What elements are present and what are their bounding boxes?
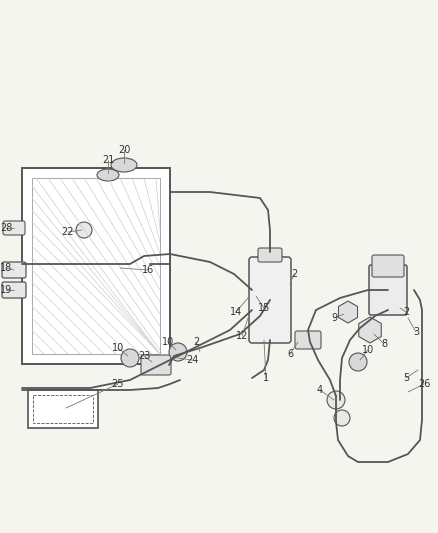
Text: 28: 28 [0, 223, 12, 233]
Circle shape [76, 222, 92, 238]
Text: 21: 21 [102, 155, 114, 165]
Text: 24: 24 [186, 355, 198, 365]
FancyBboxPatch shape [369, 265, 407, 315]
Text: 4: 4 [317, 385, 323, 395]
Bar [33, 395, 93, 423]
Text: 3: 3 [413, 327, 419, 337]
Text: 10: 10 [162, 337, 174, 347]
Text: 8: 8 [381, 339, 387, 349]
Polygon shape [359, 317, 381, 343]
Text: 9: 9 [331, 313, 337, 323]
Text: 2: 2 [291, 269, 297, 279]
Text: 19: 19 [0, 285, 12, 295]
Bar [28, 390, 98, 428]
Text: 2: 2 [403, 307, 409, 317]
FancyBboxPatch shape [141, 355, 171, 375]
FancyBboxPatch shape [2, 282, 26, 298]
Text: 2: 2 [193, 337, 199, 347]
FancyBboxPatch shape [2, 262, 26, 278]
Text: 15: 15 [258, 303, 270, 313]
FancyBboxPatch shape [295, 331, 321, 349]
Text: 14: 14 [230, 307, 242, 317]
FancyBboxPatch shape [372, 255, 404, 277]
Text: 6: 6 [287, 349, 293, 359]
Text: 20: 20 [118, 145, 130, 155]
Circle shape [169, 343, 187, 361]
Circle shape [349, 353, 367, 371]
Text: 22: 22 [62, 227, 74, 237]
Text: 25: 25 [112, 379, 124, 389]
FancyBboxPatch shape [3, 221, 25, 235]
Text: 5: 5 [403, 373, 409, 383]
Text: 1: 1 [263, 373, 269, 383]
Ellipse shape [111, 158, 137, 172]
Polygon shape [339, 301, 357, 323]
Bar [22, 168, 170, 364]
Text: 18: 18 [0, 263, 12, 273]
Circle shape [327, 391, 345, 409]
Text: 16: 16 [142, 265, 154, 275]
Bar [32, 178, 160, 354]
FancyBboxPatch shape [249, 257, 291, 343]
FancyBboxPatch shape [258, 248, 282, 262]
Text: 10: 10 [362, 345, 374, 355]
Circle shape [334, 410, 350, 426]
Text: 26: 26 [418, 379, 430, 389]
Text: 23: 23 [138, 351, 150, 361]
Text: 10: 10 [112, 343, 124, 353]
Circle shape [121, 349, 139, 367]
Text: 12: 12 [236, 331, 248, 341]
Ellipse shape [97, 169, 119, 181]
